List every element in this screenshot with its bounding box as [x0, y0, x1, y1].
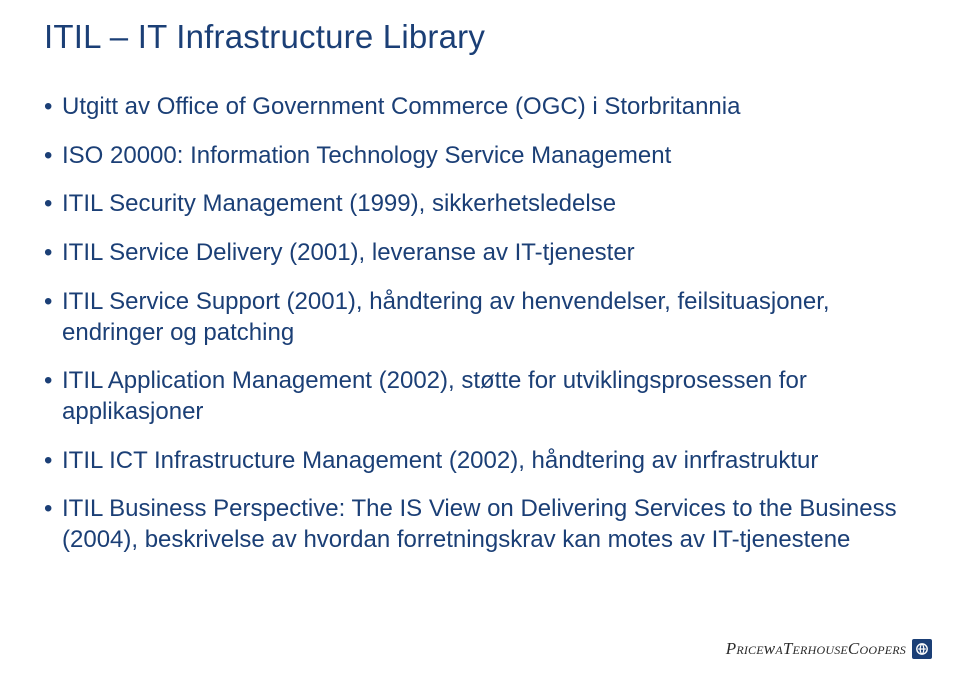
slide: ITIL – IT Infrastructure Library Utgitt …: [0, 0, 960, 673]
list-item: ITIL Service Support (2001), håndtering …: [44, 287, 916, 348]
list-item: Utgitt av Office of Government Commerce …: [44, 92, 916, 123]
list-item: ITIL Application Management (2002), støt…: [44, 366, 916, 427]
list-item: ITIL Service Delivery (2001), leveranse …: [44, 238, 916, 269]
logo-icon: [912, 639, 932, 659]
logo-text: PricewaTerhouseCoopers: [726, 639, 906, 659]
footer-logo: PricewaTerhouseCoopers: [726, 639, 932, 659]
slide-title: ITIL – IT Infrastructure Library: [44, 18, 916, 56]
list-item: ISO 20000: Information Technology Servic…: [44, 141, 916, 172]
list-item: ITIL ICT Infrastructure Management (2002…: [44, 446, 916, 477]
list-item: ITIL Security Management (1999), sikkerh…: [44, 189, 916, 220]
list-item: ITIL Business Perspective: The IS View o…: [44, 494, 916, 555]
bullet-list: Utgitt av Office of Government Commerce …: [44, 92, 916, 556]
